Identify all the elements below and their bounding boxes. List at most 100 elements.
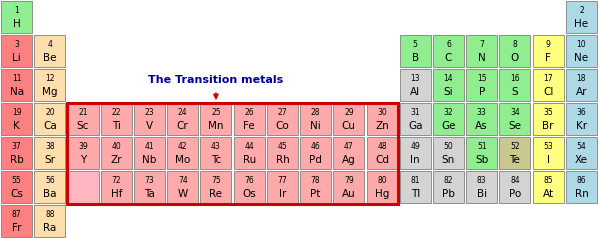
Text: F: F [545, 53, 551, 63]
Text: 24: 24 [178, 108, 188, 117]
Text: 75: 75 [211, 176, 221, 185]
Text: 54: 54 [576, 142, 586, 151]
Text: 78: 78 [311, 176, 321, 185]
Text: Ga: Ga [408, 121, 423, 131]
Bar [1, 35, 32, 67]
Text: 72: 72 [111, 176, 121, 185]
Bar [101, 137, 132, 169]
Bar [566, 69, 597, 101]
Text: Si: Si [444, 87, 453, 97]
Text: 52: 52 [510, 142, 520, 151]
Bar [300, 137, 331, 169]
Text: Ba: Ba [43, 189, 57, 199]
Bar [400, 35, 431, 67]
Text: 38: 38 [45, 142, 54, 151]
Bar [167, 137, 198, 169]
Text: K: K [13, 121, 20, 131]
Text: 1: 1 [14, 6, 19, 15]
Text: As: As [475, 121, 488, 131]
Bar [533, 103, 563, 135]
Text: Nb: Nb [142, 155, 157, 165]
Text: Fr: Fr [12, 223, 22, 233]
Text: 35: 35 [544, 108, 553, 117]
Text: B: B [411, 53, 419, 63]
Text: Ar: Ar [576, 87, 587, 97]
Text: 83: 83 [477, 176, 487, 185]
Text: 37: 37 [12, 142, 22, 151]
Bar [433, 171, 464, 203]
Text: Co: Co [276, 121, 289, 131]
Text: 20: 20 [45, 108, 54, 117]
Bar [68, 171, 99, 203]
Text: 34: 34 [510, 108, 520, 117]
Text: 48: 48 [377, 142, 387, 151]
Text: Ag: Ag [342, 155, 356, 165]
Bar [533, 69, 563, 101]
Text: Cl: Cl [543, 87, 553, 97]
Text: 40: 40 [111, 142, 121, 151]
Text: 7: 7 [479, 40, 484, 49]
Text: Te: Te [509, 155, 520, 165]
Text: Ne: Ne [574, 53, 588, 63]
Text: 11: 11 [12, 74, 22, 83]
Text: 76: 76 [245, 176, 254, 185]
Text: 8: 8 [512, 40, 517, 49]
Text: Se: Se [508, 121, 521, 131]
Bar [34, 205, 65, 237]
Text: Br: Br [542, 121, 554, 131]
Text: 23: 23 [145, 108, 154, 117]
Bar [134, 103, 165, 135]
Bar [1, 137, 32, 169]
Bar [499, 35, 530, 67]
Text: Zr: Zr [111, 155, 122, 165]
Text: Pt: Pt [310, 189, 321, 199]
Text: Pd: Pd [309, 155, 322, 165]
Text: Mn: Mn [208, 121, 224, 131]
Text: 41: 41 [145, 142, 154, 151]
Text: Na: Na [10, 87, 24, 97]
Bar [334, 103, 364, 135]
Bar [34, 103, 65, 135]
Text: In: In [410, 155, 420, 165]
Text: 84: 84 [510, 176, 520, 185]
Text: Po: Po [509, 189, 521, 199]
Bar [499, 69, 530, 101]
Bar [267, 137, 298, 169]
Text: N: N [478, 53, 486, 63]
Text: Al: Al [410, 87, 420, 97]
Bar [566, 103, 597, 135]
Bar [367, 171, 398, 203]
Text: 31: 31 [410, 108, 420, 117]
Text: 47: 47 [344, 142, 353, 151]
Bar [499, 171, 530, 203]
Text: Ir: Ir [279, 189, 286, 199]
Text: Sn: Sn [442, 155, 455, 165]
Text: 21: 21 [78, 108, 88, 117]
Bar [134, 171, 165, 203]
Text: 26: 26 [245, 108, 254, 117]
Text: Sr: Sr [44, 155, 56, 165]
Text: Rh: Rh [276, 155, 289, 165]
Text: 77: 77 [277, 176, 287, 185]
Text: 44: 44 [245, 142, 254, 151]
Text: Pb: Pb [442, 189, 455, 199]
Text: Tc: Tc [211, 155, 221, 165]
Text: 42: 42 [178, 142, 188, 151]
Text: Cs: Cs [10, 189, 23, 199]
Text: 29: 29 [344, 108, 353, 117]
Text: Re: Re [209, 189, 222, 199]
Text: 13: 13 [410, 74, 420, 83]
Text: 50: 50 [444, 142, 453, 151]
Text: 14: 14 [444, 74, 453, 83]
Bar [234, 103, 264, 135]
Bar [400, 103, 431, 135]
Text: 43: 43 [211, 142, 221, 151]
Text: At: At [542, 189, 554, 199]
Text: 87: 87 [12, 210, 22, 219]
Bar [1, 69, 32, 101]
Text: Cu: Cu [342, 121, 356, 131]
Text: 46: 46 [311, 142, 321, 151]
Bar [234, 137, 264, 169]
Bar [433, 69, 464, 101]
Text: Y: Y [80, 155, 86, 165]
